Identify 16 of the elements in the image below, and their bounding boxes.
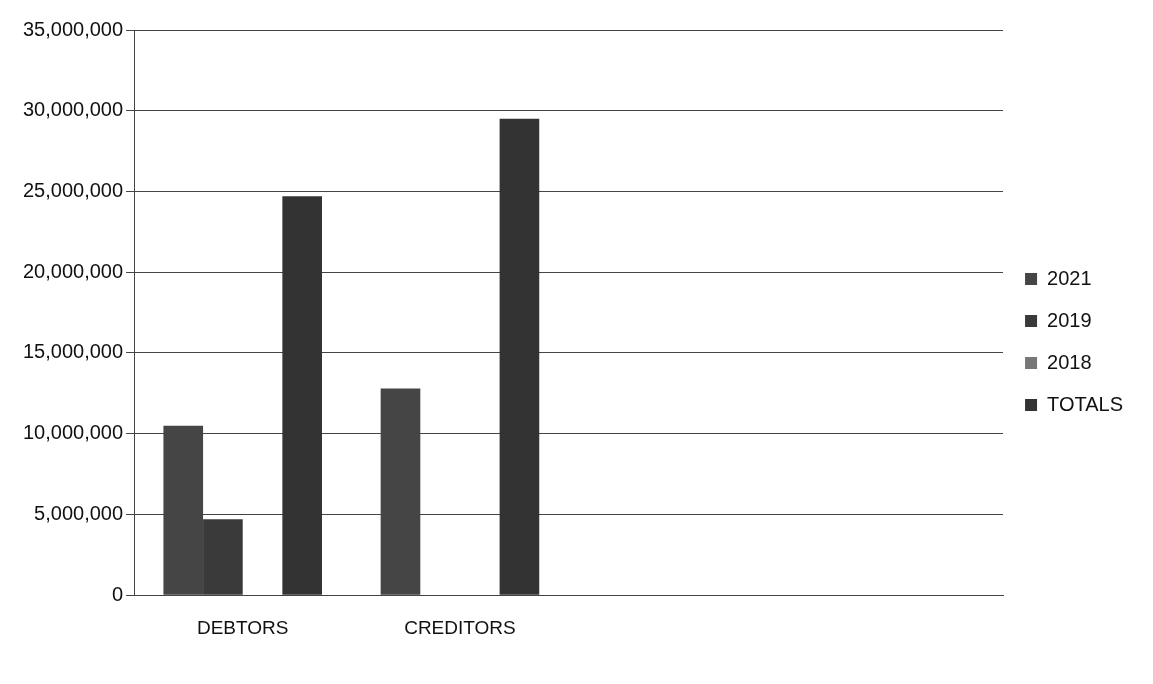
- legend-label: 2019: [1047, 308, 1092, 331]
- bar: [282, 196, 323, 595]
- legend-label: TOTALS: [1047, 392, 1124, 415]
- y-tick-label: 0: [111, 582, 124, 605]
- legend-label: 2021: [1047, 266, 1092, 289]
- x-tick-label: DEBTORS: [196, 616, 289, 638]
- y-tick-label: 25,000,000: [22, 179, 124, 201]
- y-tick-label: 20,000,000: [22, 259, 124, 282]
- bar: [499, 118, 540, 595]
- y-tick-label: 15,000,000: [22, 340, 124, 363]
- x-tick-label: CREDITORS: [404, 616, 516, 638]
- y-tick-label: 10,000,000: [22, 421, 124, 444]
- y-tick-label: 5,000,000: [34, 501, 124, 524]
- legend-label: 2018: [1047, 350, 1092, 373]
- y-tick-label: 35,000,000: [22, 17, 124, 40]
- y-tick-label: 30,000,000: [22, 98, 124, 121]
